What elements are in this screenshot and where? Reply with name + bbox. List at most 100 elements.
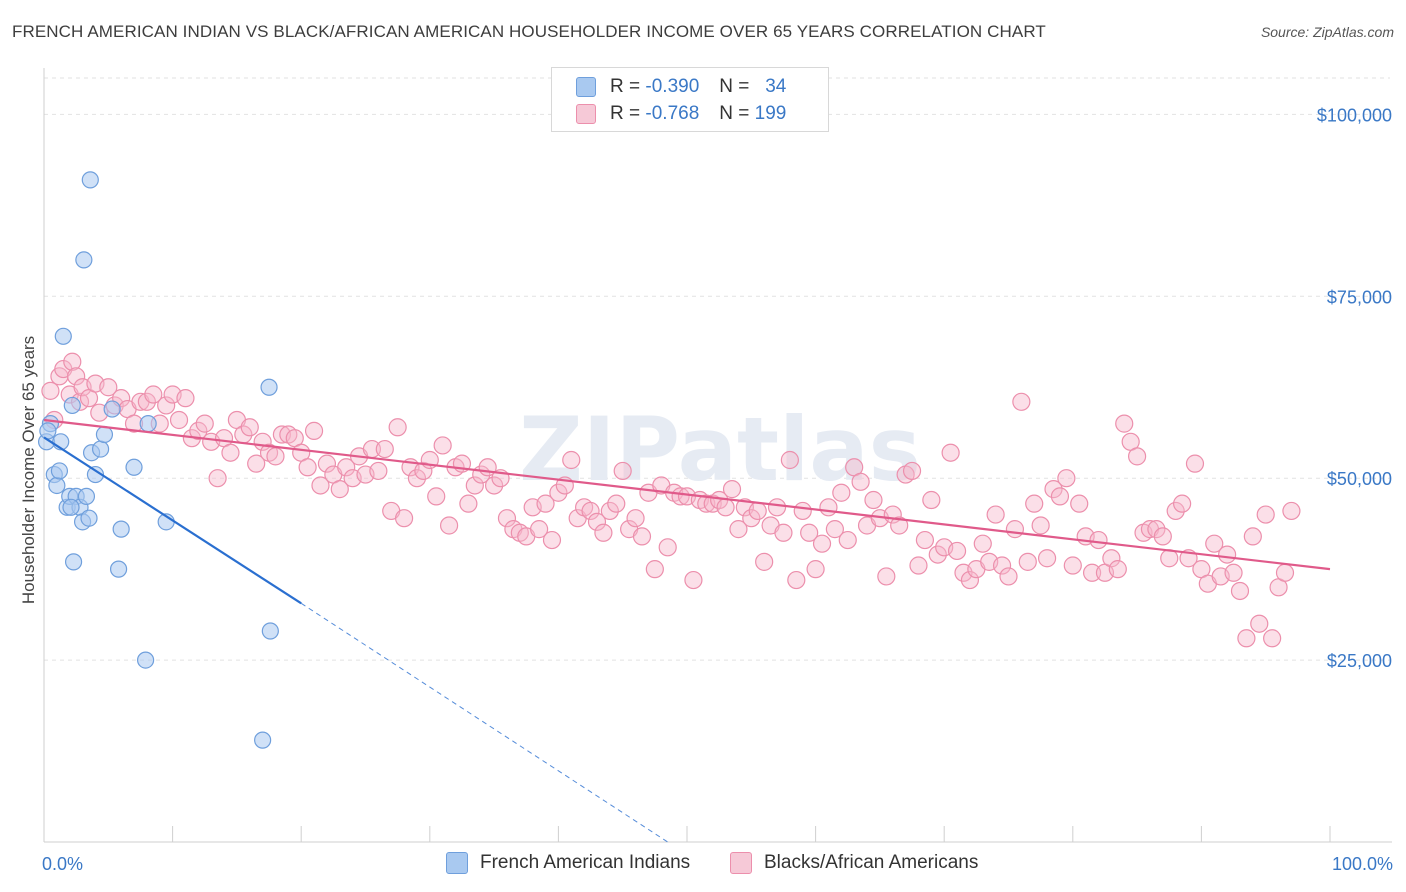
data-point-pink bbox=[388, 418, 407, 437]
data-point-pink bbox=[394, 509, 414, 528]
legend-r-value: -0.390 bbox=[645, 76, 700, 97]
data-point-pink bbox=[1243, 527, 1262, 546]
data-point-pink bbox=[427, 487, 446, 506]
data-point-pink bbox=[890, 516, 909, 535]
data-point-blue bbox=[80, 509, 98, 527]
chart-title: FRENCH AMERICAN INDIAN VS BLACK/AFRICAN … bbox=[12, 22, 1046, 41]
data-point-pink bbox=[1012, 392, 1031, 411]
data-point-pink bbox=[928, 545, 947, 564]
data-point-blue bbox=[64, 553, 83, 571]
data-point-pink bbox=[465, 476, 484, 495]
data-point-pink bbox=[542, 530, 562, 550]
grid-lines bbox=[44, 77, 1390, 661]
data-point-pink bbox=[671, 487, 690, 506]
y-tick-label: $75,000 bbox=[1327, 287, 1392, 307]
data-point-pink bbox=[414, 461, 433, 481]
data-point-pink bbox=[1108, 560, 1127, 579]
data-point-blue bbox=[81, 171, 99, 189]
data-point-pink bbox=[144, 385, 163, 404]
data-point-pink bbox=[549, 483, 568, 502]
data-point-pink bbox=[941, 443, 960, 462]
data-point-blue bbox=[109, 560, 128, 578]
data-point-blue bbox=[136, 651, 155, 669]
data-point-blue bbox=[54, 327, 72, 345]
data-point-pink bbox=[266, 447, 285, 466]
data-point-pink bbox=[330, 480, 349, 499]
data-point-pink bbox=[800, 523, 819, 542]
data-point-blue bbox=[260, 378, 278, 396]
legend-r-value: -0.768 bbox=[645, 103, 700, 124]
data-point-pink bbox=[1070, 494, 1089, 513]
data-point-pink bbox=[922, 490, 941, 510]
legend-row-blue: R = -0.390 N = 34 bbox=[552, 74, 786, 100]
data-point-pink bbox=[369, 461, 388, 481]
pink-points bbox=[41, 352, 1301, 648]
data-point-pink bbox=[947, 541, 967, 561]
data-point-pink bbox=[755, 552, 774, 571]
data-point-pink bbox=[819, 498, 838, 517]
data-point-pink bbox=[613, 461, 632, 481]
data-point-pink bbox=[632, 527, 652, 546]
data-point-pink bbox=[780, 450, 799, 470]
data-point-pink bbox=[812, 534, 832, 553]
data-point-pink bbox=[1115, 414, 1134, 433]
data-point-pink bbox=[459, 494, 478, 513]
data-point-pink bbox=[407, 469, 427, 488]
data-point-blue bbox=[261, 622, 279, 640]
data-point-blue bbox=[75, 251, 93, 269]
data-point-pink bbox=[722, 480, 742, 499]
data-point-pink bbox=[530, 520, 549, 539]
axis-labels: $25,000 $50,000 $75,000 $100,000 0.0% 100.0% H… bbox=[19, 105, 1393, 874]
data-point-pink bbox=[1050, 487, 1070, 506]
data-point-pink bbox=[1173, 494, 1192, 513]
data-point-pink bbox=[748, 501, 767, 521]
data-point-pink bbox=[838, 530, 857, 550]
data-point-pink bbox=[600, 501, 619, 521]
data-point-pink bbox=[864, 490, 883, 510]
data-point-pink bbox=[1205, 534, 1224, 553]
data-point-pink bbox=[67, 367, 86, 386]
data-point-pink bbox=[1275, 563, 1295, 582]
data-point-blue bbox=[62, 498, 80, 516]
data-point-pink bbox=[1018, 552, 1037, 571]
data-point-pink bbox=[562, 450, 581, 470]
y-tick-label: $50,000 bbox=[1327, 469, 1392, 489]
data-point-pink bbox=[189, 421, 208, 440]
data-point-pink bbox=[787, 570, 806, 590]
data-point-pink bbox=[536, 494, 555, 513]
data-point-pink bbox=[1166, 501, 1185, 521]
data-point-pink bbox=[1250, 614, 1269, 633]
data-point-pink bbox=[208, 469, 227, 488]
y-tick-label: $100,000 bbox=[1317, 105, 1392, 125]
legend: R = -0.390 N = 34 R = -0.768 N = 199 bbox=[551, 67, 829, 132]
data-point-pink bbox=[992, 556, 1012, 575]
legend-row-pink: R = -0.768 N = 199 bbox=[552, 101, 786, 127]
data-point-pink bbox=[1037, 549, 1057, 568]
data-point-pink bbox=[1102, 549, 1121, 568]
bottom-swatch-blue bbox=[446, 852, 468, 874]
bottom-swatch-pink bbox=[730, 852, 752, 874]
data-point-pink bbox=[1044, 480, 1063, 499]
data-point-blue bbox=[254, 731, 272, 749]
data-point-pink bbox=[1185, 454, 1205, 473]
data-point-pink bbox=[986, 505, 1005, 524]
bottom-legend-pink: Blacks/African Americans bbox=[730, 852, 978, 874]
data-point-pink bbox=[645, 560, 664, 579]
trend-lines bbox=[43, 418, 1331, 843]
data-point-pink bbox=[825, 520, 844, 539]
data-point-pink bbox=[594, 523, 613, 542]
data-point-pink bbox=[774, 523, 793, 542]
data-point-pink bbox=[1031, 516, 1050, 535]
x-tick-label-left: 0.0% bbox=[42, 854, 83, 874]
legend-n-label: N = bbox=[719, 103, 750, 124]
data-point-pink bbox=[195, 414, 214, 433]
data-point-pink bbox=[1263, 629, 1282, 648]
data-point-pink bbox=[433, 436, 452, 455]
data-point-pink bbox=[587, 512, 607, 531]
data-point-blue bbox=[77, 487, 96, 505]
legend-r-label: R = bbox=[610, 76, 641, 97]
data-point-pink bbox=[41, 381, 60, 400]
data-point-pink bbox=[1057, 469, 1076, 488]
y-tick-label: $25,000 bbox=[1327, 651, 1392, 671]
bottom-legend-label-pink: Blacks/African Americans bbox=[764, 852, 979, 873]
